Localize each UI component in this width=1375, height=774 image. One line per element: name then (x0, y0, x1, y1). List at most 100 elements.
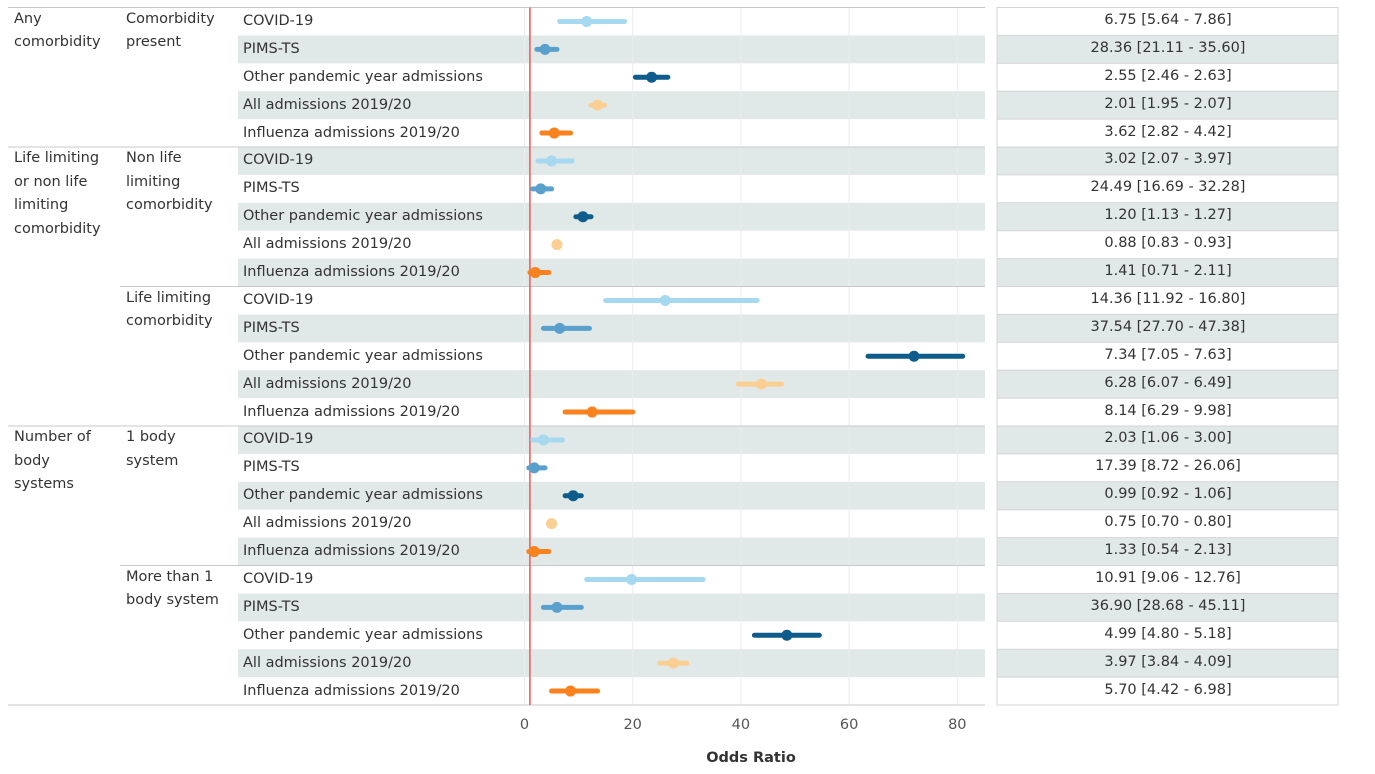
series-label: All admissions 2019/20 (243, 515, 412, 532)
value-cell: 37.54 [27.70 - 47.38] (1090, 318, 1246, 335)
value-cell: 0.99 [0.92 - 1.06] (1104, 486, 1232, 503)
series-label: Influenza admissions 2019/20 (243, 124, 460, 141)
x-tick-label: 0 (519, 717, 530, 733)
series-label: PIMS-TS (243, 180, 300, 197)
x-tick-label: 60 (839, 717, 859, 733)
value-cell: 36.90 [28.68 - 45.11] (1090, 597, 1246, 614)
row-bands (238, 35, 1338, 678)
value-cell: 1.41 [0.71 - 2.11] (1104, 263, 1232, 280)
value-band (997, 593, 1338, 622)
point-estimate (755, 378, 767, 390)
value-cell: 0.88 [0.83 - 0.93] (1104, 235, 1232, 252)
x-tick-label: 40 (731, 717, 751, 733)
series-label: COVID-19 (243, 152, 314, 169)
point-estimate (539, 43, 551, 55)
row-band (238, 370, 985, 399)
row-band (238, 35, 985, 64)
row-band (238, 426, 985, 454)
series-label: COVID-19 (243, 291, 314, 308)
row-band (238, 649, 985, 678)
point-estimate (529, 267, 541, 279)
group-separators (8, 7, 1339, 706)
value-cell: 28.36 [21.11 - 35.60] (1090, 39, 1246, 56)
group-label: Life limiting or non life limiting comorbid… (14, 150, 101, 237)
point-estimate (646, 71, 658, 83)
subgroup-label: Life limiting comorbidity (126, 289, 213, 330)
value-cell: 2.03 [1.06 - 3.00] (1104, 430, 1232, 447)
series-label: PIMS-TS (243, 319, 300, 336)
series-label: Other pandemic year admissions (243, 208, 483, 225)
value-cell: 0.75 [0.70 - 0.80] (1104, 514, 1232, 531)
x-tick-label: 20 (623, 717, 642, 733)
value-cell: 1.20 [1.13 - 1.27] (1104, 207, 1232, 224)
subgroup-label: Comorbidity present (126, 10, 215, 51)
series-label: COVID-19 (243, 12, 314, 29)
value-band (997, 258, 1338, 287)
series-label: PIMS-TS (243, 459, 300, 476)
value-cell: 3.97 [3.84 - 4.09] (1104, 653, 1232, 670)
row-band (238, 258, 985, 287)
value-band (997, 91, 1338, 120)
value-cell: 10.91 [9.06 - 12.76] (1095, 569, 1241, 586)
value-band (997, 426, 1338, 454)
point-estimate (659, 294, 671, 306)
series-label: All admissions 2019/20 (243, 96, 412, 113)
value-cell: 2.01 [1.95 - 2.07] (1104, 95, 1232, 112)
row-band (238, 537, 985, 566)
series-label: Influenza admissions 2019/20 (243, 543, 460, 560)
value-band (997, 147, 1338, 175)
point-estimate (577, 211, 589, 223)
point-estimate (667, 657, 679, 669)
value-cell: 5.70 [4.42 - 6.98] (1104, 681, 1232, 698)
point-estimate (592, 99, 604, 111)
value-cell: 3.02 [2.07 - 3.97] (1104, 151, 1232, 168)
value-cell: 6.75 [5.64 - 7.86] (1104, 11, 1232, 28)
point-estimate (528, 462, 540, 474)
series-label: Influenza admissions 2019/20 (243, 682, 460, 699)
point-estimate (564, 685, 576, 697)
group-label: Number of body systems (14, 429, 91, 492)
point-estimate (528, 546, 540, 558)
series-label: All admissions 2019/20 (243, 236, 412, 253)
subgroup-label: 1 body system (126, 429, 179, 469)
point-estimate (781, 629, 793, 641)
value-cell: 14.36 [11.92 - 16.80] (1090, 290, 1246, 307)
series-label: All admissions 2019/20 (243, 375, 412, 392)
value-band (997, 202, 1338, 231)
value-band (997, 35, 1338, 64)
row-band (238, 593, 985, 622)
point-estimate (586, 406, 598, 418)
subgroup-label: More than 1 body system (126, 568, 219, 609)
series-label: PIMS-TS (243, 40, 300, 57)
point-estimate (537, 434, 549, 446)
point-estimate (626, 573, 638, 585)
point-estimate (546, 518, 558, 530)
value-band (997, 370, 1338, 399)
value-cell: 2.55 [2.46 - 2.63] (1104, 67, 1232, 84)
value-band (997, 649, 1338, 678)
series-label: COVID-19 (243, 570, 314, 587)
value-band (997, 481, 1338, 510)
value-cell: 4.99 [4.80 - 5.18] (1104, 625, 1232, 642)
value-cell: 1.33 [0.54 - 2.13] (1104, 542, 1232, 559)
value-cell: 17.39 [8.72 - 26.06] (1095, 458, 1241, 475)
series-label: Other pandemic year admissions (243, 68, 483, 85)
subgroup-label: Non life limiting comorbidity (126, 150, 213, 213)
value-box (996, 7, 1339, 706)
series-label: Influenza admissions 2019/20 (243, 403, 460, 420)
row-band (238, 202, 985, 231)
series-label: Influenza admissions 2019/20 (243, 264, 460, 281)
value-cell: 3.62 [2.82 - 4.42] (1104, 123, 1232, 140)
point-estimate (551, 601, 563, 613)
value-cell: 7.34 [7.05 - 7.63] (1104, 346, 1232, 363)
group-label: Any comorbidity (14, 10, 101, 51)
value-cell: 24.49 [16.69 - 32.28] (1090, 179, 1246, 196)
series-label: All admissions 2019/20 (243, 654, 412, 671)
point-estimate (546, 155, 558, 167)
point-estimate (535, 183, 547, 195)
forest-marks (526, 7, 966, 705)
x-tick-label: 80 (948, 717, 967, 733)
value-band (997, 314, 1338, 343)
point-estimate (551, 239, 563, 251)
